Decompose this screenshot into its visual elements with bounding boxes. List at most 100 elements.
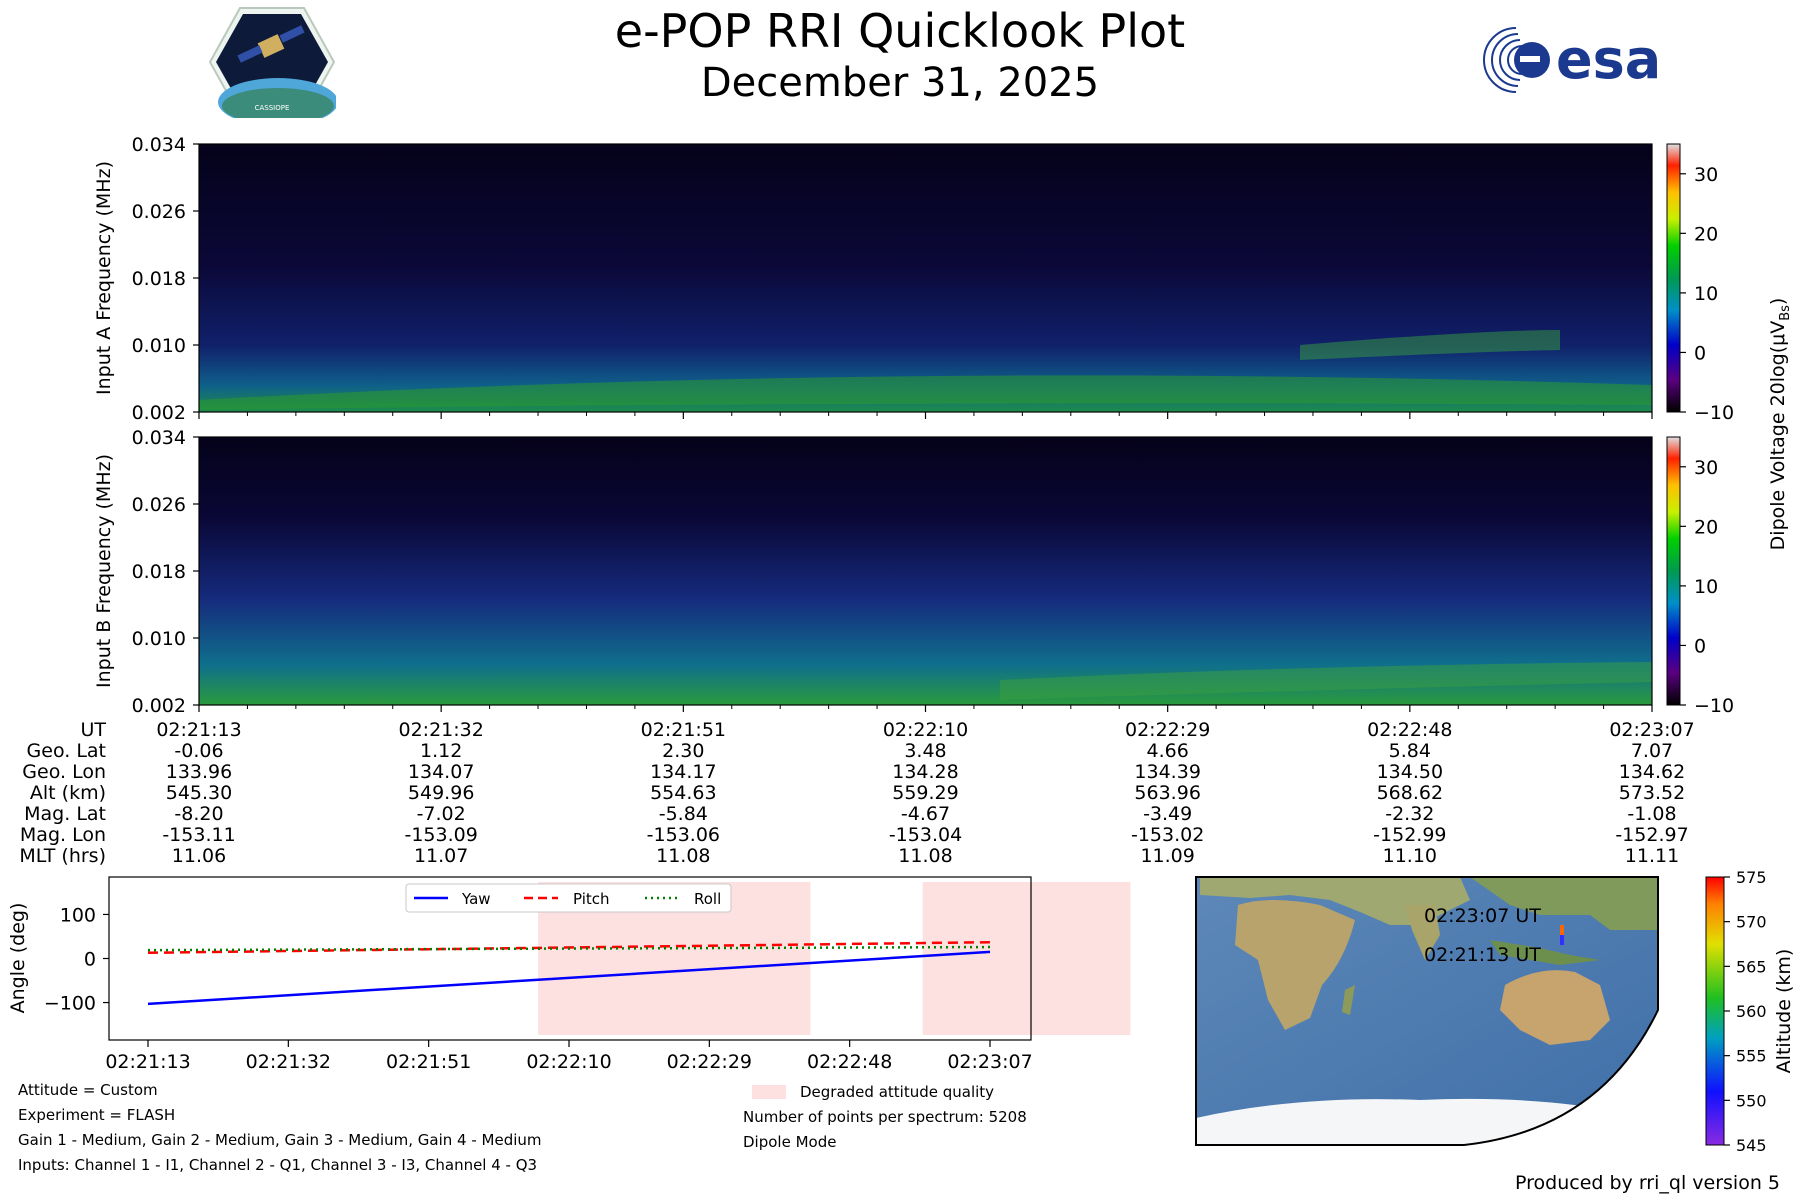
ephemeris-cell: 134.28 bbox=[892, 761, 958, 783]
note-dipole-mode: Dipole Mode bbox=[743, 1133, 837, 1151]
ephemeris-cell: -153.09 bbox=[404, 824, 477, 846]
map-label-start: 02:21:13 UT bbox=[1424, 944, 1541, 966]
ephemeris-cell: 11.09 bbox=[1140, 845, 1194, 867]
ephemeris-row-label: Alt (km) bbox=[30, 782, 106, 804]
ephemeris-cell: -4.67 bbox=[901, 803, 950, 825]
ephemeris-cell: -5.84 bbox=[659, 803, 708, 825]
ephemeris-row-label: UT bbox=[80, 719, 106, 741]
ephemeris-row-label: Mag. Lon bbox=[20, 824, 106, 846]
ephemeris-cell: -153.02 bbox=[1131, 824, 1204, 846]
ephemeris-cell: 549.96 bbox=[408, 782, 474, 804]
ephemeris-table: UT 02:21:13 02:21:32 02:21:51 02:22:10 02:22:… bbox=[19, 719, 1694, 867]
ephemeris-cell: -0.06 bbox=[174, 740, 223, 762]
map-land-indonesia bbox=[1490, 940, 1600, 965]
ephemeris-cell: 1.12 bbox=[420, 740, 462, 762]
altitude-tick-label: 545 bbox=[1736, 1136, 1767, 1155]
spectrogram-a-band bbox=[1300, 330, 1560, 360]
cassiope-logo-text: CASSIOPE bbox=[255, 104, 290, 112]
note-experiment: Experiment = FLASH bbox=[18, 1106, 176, 1124]
ephemeris-cell: 11.10 bbox=[1383, 845, 1437, 867]
note-points-per-spectrum: Number of points per spectrum: 5208 bbox=[743, 1108, 1027, 1126]
ephemeris-cell: 7.07 bbox=[1631, 740, 1673, 762]
altitude-tick-label: 555 bbox=[1736, 1047, 1767, 1066]
spectrogram-b-ylabel: Input B Frequency (MHz) bbox=[93, 454, 115, 688]
degraded-interval bbox=[922, 882, 1131, 1035]
ephemeris-cell: 4.66 bbox=[1147, 740, 1189, 762]
ephemeris-row-label: Geo. Lon bbox=[22, 761, 106, 783]
map-land-asia-east bbox=[1470, 877, 1658, 930]
ephemeris-cell: 134.62 bbox=[1619, 761, 1685, 783]
legend-yaw-label: Yaw bbox=[461, 890, 491, 908]
ephemeris-cell: 134.07 bbox=[408, 761, 474, 783]
attitude-ytick-label: 0 bbox=[84, 949, 96, 971]
note-attitude: Attitude = Custom bbox=[18, 1081, 158, 1099]
attitude-series-roll bbox=[147, 945, 991, 952]
colorbar-tick-label: −10 bbox=[1694, 695, 1734, 717]
note-gains: Gain 1 - Medium, Gain 2 - Medium, Gain 3… bbox=[18, 1131, 542, 1149]
altitude-tick-label: 560 bbox=[1736, 1002, 1767, 1021]
legend-pitch-label: Pitch bbox=[573, 890, 610, 908]
page-title: e-POP RRI Quicklook Plot bbox=[614, 4, 1186, 58]
spectrogram-a-yticks: 0.034 0.026 0.018 0.010 0.002 bbox=[132, 134, 199, 424]
ytick-label: 0.026 bbox=[132, 201, 186, 223]
ephemeris-cell: 563.96 bbox=[1134, 782, 1200, 804]
ytick-label: 0.002 bbox=[132, 695, 186, 717]
altitude-colorbar-label: Altitude (km) bbox=[1773, 949, 1795, 1074]
attitude-legend: Yaw Pitch Roll bbox=[405, 883, 732, 913]
footer-version: Produced by rri_ql version 5 bbox=[1515, 1172, 1780, 1194]
ephemeris-row-label: Mag. Lat bbox=[24, 803, 106, 825]
ephemeris-cell: 02:22:48 bbox=[1367, 719, 1452, 741]
ephemeris-cell: 02:23:07 bbox=[1609, 719, 1694, 741]
ephemeris-cell: 545.30 bbox=[166, 782, 232, 804]
map-land-europe-asia bbox=[1200, 877, 1470, 925]
map-land-australia bbox=[1500, 970, 1610, 1045]
colorbar-tick-label: 10 bbox=[1694, 576, 1718, 598]
legend-roll-label: Roll bbox=[694, 890, 721, 908]
ephemeris-cell: 11.06 bbox=[172, 845, 226, 867]
ephemeris-row-label: MLT (hrs) bbox=[19, 845, 106, 867]
ephemeris-cell: 134.17 bbox=[650, 761, 716, 783]
ephemeris-cell: -153.04 bbox=[889, 824, 962, 846]
attitude-xtick-label: 02:21:32 bbox=[246, 1051, 331, 1073]
altitude-tick-label: 565 bbox=[1736, 957, 1767, 976]
ephemeris-cell: -1.08 bbox=[1627, 803, 1676, 825]
ephemeris-cell: -153.06 bbox=[647, 824, 720, 846]
ephemeris-cell: 11.08 bbox=[898, 845, 952, 867]
ytick-label: 0.034 bbox=[132, 134, 186, 156]
spectrogram-b-colorbar bbox=[1666, 436, 1681, 706]
colorbar-tick-label: 0 bbox=[1694, 342, 1706, 364]
ytick-label: 0.018 bbox=[132, 268, 186, 290]
map-land-africa bbox=[1235, 900, 1355, 1030]
spectrogram-a-band bbox=[199, 375, 1652, 410]
ephemeris-cell: -152.99 bbox=[1373, 824, 1446, 846]
altitude-colorbar bbox=[1705, 876, 1725, 1146]
attitude-xtick-label: 02:21:51 bbox=[386, 1051, 471, 1073]
ephemeris-cell: 134.50 bbox=[1377, 761, 1443, 783]
ytick-label: 0.002 bbox=[132, 402, 186, 424]
ephemeris-cell: -152.97 bbox=[1615, 824, 1688, 846]
attitude-xtick-label: 02:22:29 bbox=[667, 1051, 752, 1073]
page-date: December 31, 2025 bbox=[700, 60, 1100, 106]
ytick-label: 0.018 bbox=[132, 561, 186, 583]
spectrogram-b-band bbox=[1000, 662, 1652, 700]
spectrogram-a-colorbar bbox=[1666, 143, 1681, 413]
spectrogram-a bbox=[199, 144, 1652, 412]
ephemeris-cell: 11.08 bbox=[656, 845, 710, 867]
attitude-xtick-label: 02:22:10 bbox=[526, 1051, 611, 1073]
note-inputs: Inputs: Channel 1 - I1, Channel 2 - Q1, … bbox=[18, 1156, 538, 1174]
cassiope-logo: CASSIOPE bbox=[208, 7, 336, 118]
ephemeris-cell: 554.63 bbox=[650, 782, 716, 804]
attitude-series-yaw bbox=[147, 950, 991, 1006]
ephemeris-cell: 02:21:51 bbox=[641, 719, 726, 741]
ephemeris-cell: -8.20 bbox=[174, 803, 223, 825]
esa-logo-text: esa bbox=[1556, 28, 1661, 91]
attitude-chart: 100 0 −100 02:21:13 02:21:32 02:21:51 02:22:10… bbox=[7, 876, 1131, 1073]
map-land-india bbox=[1405, 905, 1440, 960]
ephemeris-cell: 133.96 bbox=[166, 761, 232, 783]
ephemeris-cell: 568.62 bbox=[1377, 782, 1443, 804]
ephemeris-cell: 02:21:32 bbox=[398, 719, 483, 741]
spectrogram-b bbox=[199, 437, 1652, 705]
ephemeris-cell: 573.52 bbox=[1619, 782, 1685, 804]
ephemeris-cell: 02:22:29 bbox=[1125, 719, 1210, 741]
